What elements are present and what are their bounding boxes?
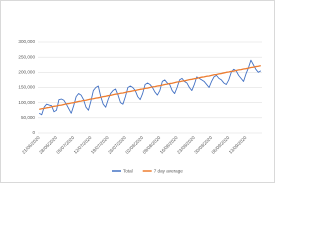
legend-label: Total [123,169,133,174]
chart: 0 50,000 100,000 150,000 200,000 250,000 300,0… [0,0,275,183]
y-tick-label: 0 [32,130,35,135]
y-tick-label: 100,000 [18,100,35,105]
chart-frame [0,0,275,183]
y-tick-label: 200,000 [18,70,35,75]
y-tick-label: 250,000 [18,54,35,59]
legend-label: 7 day average [154,169,184,174]
y-tick-label: 150,000 [18,85,35,90]
y-tick-label: 300,000 [18,39,35,44]
y-tick-label: 50,000 [21,115,35,120]
series-line [38,59,262,116]
series-line [39,65,261,110]
